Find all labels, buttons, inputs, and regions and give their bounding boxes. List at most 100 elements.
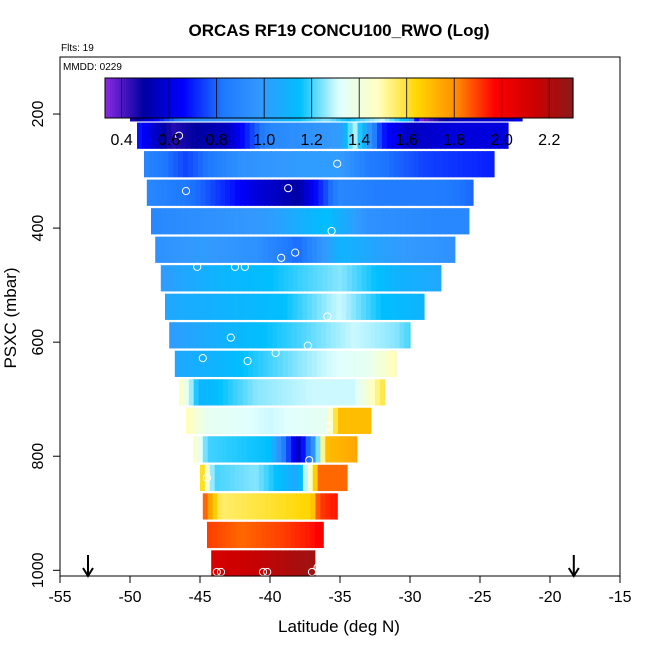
colorbar-swatch (451, 78, 455, 118)
heatmap-cell (360, 379, 366, 406)
heatmap-cell (405, 293, 411, 320)
colorbar-swatch (488, 78, 492, 118)
heatmap-cell (253, 464, 260, 492)
heatmap-cell (381, 208, 387, 235)
heatmap-cell (198, 322, 205, 349)
heatmap-cell (356, 293, 362, 320)
heatmap-cell (269, 122, 275, 149)
sample-point (291, 248, 300, 257)
heatmap-cell (230, 407, 236, 434)
colorbar-swatch (409, 78, 413, 118)
heatmap-cell (362, 407, 368, 434)
heatmap-cell (211, 550, 217, 577)
colorbar-swatch (163, 78, 167, 118)
heatmap-cell (199, 293, 205, 320)
heatmap-cell (374, 151, 380, 178)
colorbar-swatch (507, 78, 511, 118)
heatmap-cell (151, 208, 157, 235)
heatmap-cell (331, 293, 338, 320)
heatmap-cell (390, 293, 396, 320)
heatmap-row (207, 521, 324, 549)
heatmap-cell (319, 521, 324, 549)
colorbar-swatch (364, 78, 368, 118)
sample-point (193, 262, 202, 271)
heatmap-cell (279, 179, 285, 206)
heatmap-cell (316, 293, 323, 320)
colorbar-swatch (229, 78, 232, 118)
heatmap-cell (181, 179, 187, 206)
colorbar-swatch (388, 78, 392, 118)
heatmap-cell (312, 236, 318, 263)
colorbar-swatch (245, 78, 249, 118)
colorbar-swatch (484, 78, 488, 118)
x-tick-label: -25 (468, 589, 491, 606)
heatmap-cell (340, 322, 347, 349)
colorbar-swatch (250, 78, 254, 118)
colorbar-swatch (502, 78, 506, 118)
colorbar-swatch (271, 78, 275, 118)
heatmap-cell (195, 407, 202, 434)
heatmap-cell (356, 236, 362, 263)
heatmap-cell (188, 151, 194, 178)
heatmap-cell (227, 436, 233, 463)
heatmap-cell (204, 464, 211, 492)
heatmap-cell (281, 379, 288, 406)
heatmap-cell (322, 208, 328, 235)
heatmap-row (174, 350, 397, 377)
heatmap-cell (281, 436, 287, 463)
heatmap-cell (419, 293, 425, 320)
heatmap-cell (375, 379, 381, 406)
heatmap-cell (484, 122, 491, 149)
heatmap-cell (454, 208, 461, 235)
colorbar-swatch (413, 78, 417, 118)
heatmap-cell (365, 236, 372, 263)
heatmap-cell (202, 151, 209, 178)
heatmap-cell (352, 407, 359, 434)
heatmap-cell (253, 293, 259, 320)
colorbar-swatch (505, 78, 509, 118)
heatmap-cell (454, 236, 456, 263)
colorbar-swatch (353, 78, 356, 118)
colorbar-swatch (521, 78, 525, 118)
heatmap-cell (261, 151, 268, 178)
heatmap-cell (286, 436, 292, 463)
colorbar-swatch (530, 78, 534, 118)
heatmap-cell (156, 179, 163, 206)
heatmap-cell (337, 122, 344, 149)
y-tick-label: 600 (30, 329, 47, 356)
heatmap-cell (445, 122, 452, 149)
heatmap-cell (340, 151, 346, 178)
heatmap-cell (242, 151, 248, 178)
heatmap-cell (480, 122, 486, 149)
heatmap-cell (263, 236, 269, 263)
heatmap-cell (251, 521, 257, 549)
heatmap-row (193, 436, 358, 463)
heatmap-cell (395, 293, 401, 320)
heatmap-cell (276, 151, 282, 178)
heatmap-cell (269, 407, 275, 434)
x-tick-label: -15 (608, 589, 631, 606)
heatmap-cell (278, 464, 284, 492)
colorbar-tick-label: 2.2 (538, 132, 560, 149)
colorbar-swatch (486, 78, 490, 118)
heatmap-cell (326, 379, 332, 406)
colorbar-swatch (472, 78, 476, 118)
x-tick-label: -50 (118, 589, 141, 606)
flights-annotation: Flts: 19 (61, 43, 94, 54)
heatmap-cell (337, 464, 343, 492)
heatmap-cell (330, 151, 336, 178)
heatmap-cell (385, 350, 391, 377)
heatmap-cell (415, 208, 422, 235)
colorbar-swatch (226, 78, 230, 118)
heatmap-cell (248, 293, 254, 320)
heatmap-cell (472, 151, 478, 178)
heatmap-cell (330, 436, 336, 463)
heatmap-cell (435, 265, 441, 292)
heatmap-cell (174, 236, 181, 263)
heatmap-cell (438, 151, 444, 178)
heatmap-cell (267, 379, 273, 406)
colorbar-swatch (523, 78, 527, 118)
heatmap-cell (169, 293, 176, 320)
heatmap-cell (194, 293, 200, 320)
